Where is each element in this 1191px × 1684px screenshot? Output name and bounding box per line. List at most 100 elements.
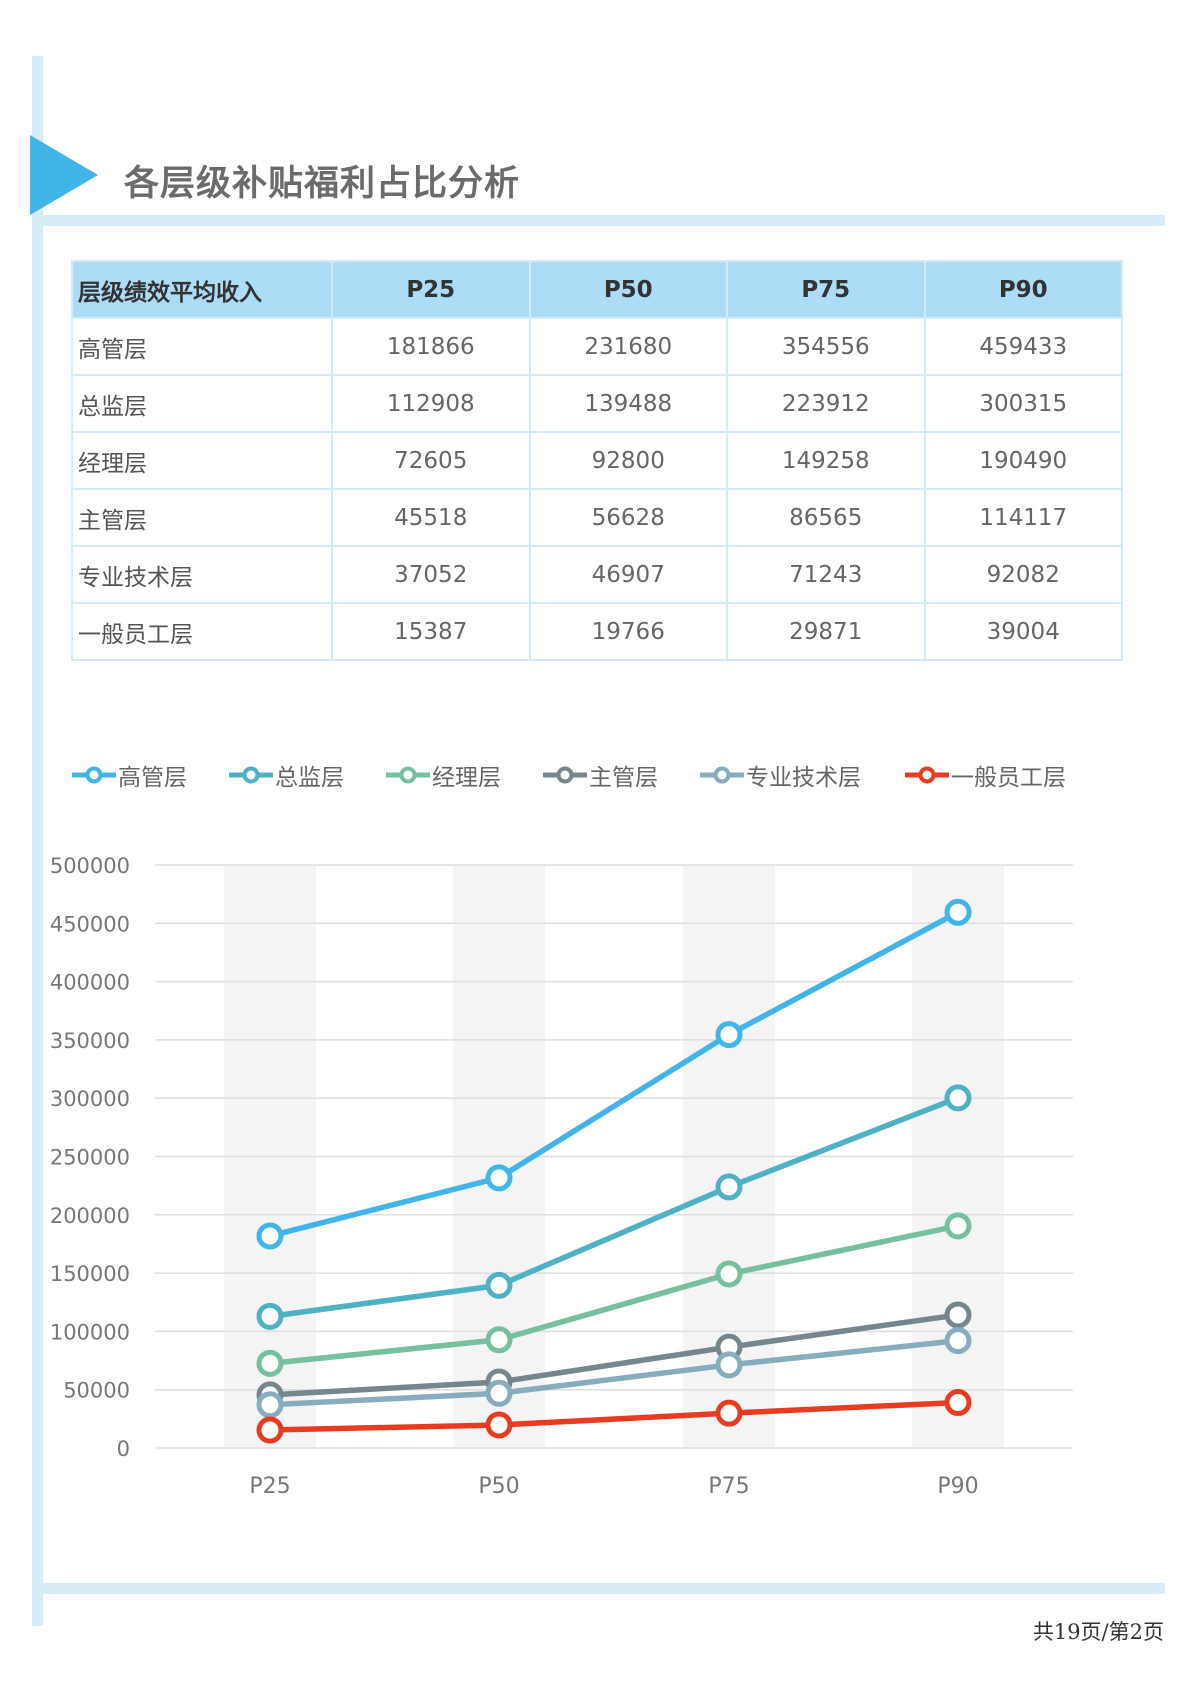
value-cell: 71243 — [726, 545, 926, 604]
table-row: 专业技术层 37052 46907 71243 92082 — [71, 545, 1123, 604]
data-point — [256, 1416, 284, 1444]
data-point — [944, 1084, 972, 1112]
table-header-row: 层级绩效平均收入 P25 P50 P75 P90 — [71, 260, 1123, 319]
y-tick-label: 300000 — [50, 1087, 130, 1111]
bottom-divider — [32, 1583, 1165, 1594]
legend-item: 主管层 — [543, 760, 658, 791]
data-point — [256, 1222, 284, 1250]
legend-marker-icon — [543, 766, 587, 784]
legend-label: 总监层 — [275, 765, 344, 791]
data-point — [944, 1327, 972, 1355]
legend-item: 经理层 — [386, 760, 501, 791]
data-point — [256, 1349, 284, 1377]
legend-marker-icon — [386, 766, 430, 784]
value-cell: 459433 — [923, 317, 1123, 376]
data-point — [715, 1351, 743, 1379]
legend-marker-icon — [72, 766, 116, 784]
series-line — [269, 1399, 959, 1433]
y-tick-label: 200000 — [50, 1204, 130, 1228]
legend-marker-icon — [905, 766, 949, 784]
legend-marker-icon — [700, 766, 744, 784]
level-cell: 经理层 — [71, 431, 333, 490]
value-cell: 39004 — [923, 602, 1123, 661]
legend-label: 专业技术层 — [746, 765, 861, 791]
table-row: 总监层 112908 139488 223912 300315 — [71, 374, 1123, 433]
data-point — [944, 898, 972, 926]
table-row: 主管层 45518 56628 86565 114117 — [71, 488, 1123, 547]
y-tick-label: 250000 — [50, 1146, 130, 1170]
data-point — [485, 1164, 513, 1192]
y-tick-label: 500000 — [50, 854, 130, 878]
x-tick-label: P50 — [478, 1474, 519, 1499]
value-cell: 56628 — [528, 488, 728, 547]
level-cell: 主管层 — [71, 488, 333, 547]
value-cell: 15387 — [331, 602, 531, 661]
value-cell: 92082 — [923, 545, 1123, 604]
series-line — [269, 1223, 959, 1367]
header-cell: P90 — [923, 260, 1123, 319]
page-footer: 共19页/第2页 — [1032, 1620, 1164, 1644]
y-tick-label: 350000 — [50, 1029, 130, 1053]
value-cell: 29871 — [726, 602, 926, 661]
series-line — [269, 1337, 959, 1408]
level-cell: 专业技术层 — [71, 545, 333, 604]
value-cell: 46907 — [528, 545, 728, 604]
title-arrow-icon — [30, 135, 98, 215]
data-point — [485, 1326, 513, 1354]
legend-item: 一般员工层 — [905, 760, 1066, 791]
header-cell: 层级绩效平均收入 — [71, 260, 333, 319]
value-cell: 86565 — [726, 488, 926, 547]
value-cell: 300315 — [923, 374, 1123, 433]
data-point — [256, 1391, 284, 1419]
legend-label: 经理层 — [432, 765, 501, 791]
value-cell: 231680 — [528, 317, 728, 376]
y-tick-label: 450000 — [50, 912, 130, 936]
left-accent-bar — [32, 56, 43, 1626]
y-tick-label: 0 — [117, 1437, 130, 1461]
value-cell: 112908 — [331, 374, 531, 433]
value-cell: 72605 — [331, 431, 531, 490]
data-point — [944, 1301, 972, 1329]
y-tick-label: 150000 — [50, 1262, 130, 1286]
legend-item: 专业技术层 — [700, 760, 861, 791]
legend-label: 一般员工层 — [951, 765, 1066, 791]
value-cell: 45518 — [331, 488, 531, 547]
x-tick-label: P75 — [708, 1474, 749, 1499]
table-row: 经理层 72605 92800 149258 190490 — [71, 431, 1123, 490]
table-row: 一般员工层 15387 19766 29871 39004 — [71, 602, 1123, 661]
data-point — [485, 1379, 513, 1407]
data-point — [485, 1271, 513, 1299]
value-cell: 190490 — [923, 431, 1123, 490]
y-tick-label: 100000 — [50, 1320, 130, 1344]
header-cell: P75 — [726, 260, 926, 319]
legend-item: 总监层 — [229, 760, 344, 791]
level-cell: 高管层 — [71, 317, 333, 376]
value-cell: 37052 — [331, 545, 531, 604]
data-point — [256, 1302, 284, 1330]
legend-label: 主管层 — [589, 765, 658, 791]
data-point — [715, 1260, 743, 1288]
legend-marker-icon — [229, 766, 273, 784]
value-cell: 19766 — [528, 602, 728, 661]
legend-item: 高管层 — [72, 760, 187, 791]
data-point — [715, 1399, 743, 1427]
level-cell: 一般员工层 — [71, 602, 333, 661]
x-tick-label: P25 — [249, 1474, 290, 1499]
y-tick-label: 50000 — [63, 1379, 130, 1403]
x-tick-label: P90 — [937, 1474, 978, 1499]
value-cell: 92800 — [528, 431, 728, 490]
income-table: 层级绩效平均收入 P25 P50 P75 P90 高管层 181866 2316… — [71, 260, 1123, 661]
data-point — [485, 1411, 513, 1439]
value-cell: 139488 — [528, 374, 728, 433]
value-cell: 114117 — [923, 488, 1123, 547]
level-cell: 总监层 — [71, 374, 333, 433]
series-line — [269, 909, 960, 1239]
header-cell: P50 — [528, 260, 728, 319]
data-point — [944, 1212, 972, 1240]
series-line — [269, 1095, 959, 1320]
data-point — [944, 1389, 972, 1417]
y-tick-label: 400000 — [50, 971, 130, 995]
value-cell: 181866 — [331, 317, 531, 376]
line-chart: 0 50000 100000 150000 200000 250000 300000 3500… — [50, 854, 1073, 1499]
table-row: 高管层 181866 231680 354556 459433 — [71, 317, 1123, 376]
